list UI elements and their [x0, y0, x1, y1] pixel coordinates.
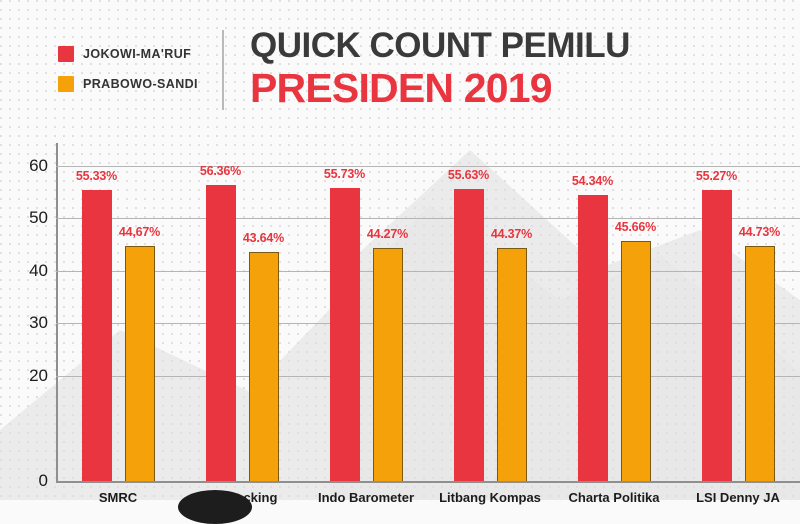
bar-group: 54.34% 45.66% Charta Politika [552, 155, 676, 505]
bar-group: 55.73% 44.27% Indo Barometer [304, 155, 428, 505]
bar-value-label: 45.66% [614, 219, 657, 234]
legend-item-jokowi: JOKOWI-MA'RUF [58, 46, 198, 62]
bar[interactable] [577, 195, 608, 481]
bars: 56.36% 43.64% [180, 155, 304, 481]
bar-value-label: 43.64% [242, 230, 285, 245]
x-axis-category-label: Charta Politika [568, 490, 660, 505]
plot-area: 0 20 30 40 50 60 55.33% 44,67% SMRC 56.36% 43.64%… [29, 143, 800, 506]
bar-wrapper: 55.63% [448, 168, 489, 481]
bar[interactable] [248, 251, 279, 481]
legend-swatch-red [58, 46, 74, 62]
bar[interactable] [205, 184, 236, 481]
bar[interactable] [453, 188, 484, 481]
legend-title-divider [222, 30, 224, 110]
bar-value-label: 44.73% [738, 224, 781, 239]
x-axis-category-label: LSI Denny JA [696, 490, 780, 505]
bar-group: 55.33% 44,67% SMRC [56, 155, 180, 505]
title-block: QUICK COUNT PEMILU PRESIDEN 2019 [250, 28, 630, 110]
bars: 55.63% 44.37% [428, 155, 552, 481]
bar-value-label: 44.27% [366, 227, 409, 242]
bars: 55.27% 44.73% [676, 155, 800, 481]
header: JOKOWI-MA'RUF PRABOWO-SANDI QUICK COUNT … [0, 0, 800, 128]
bar-value-label: 55.63% [447, 167, 490, 182]
bar-value-label: 44.37% [490, 226, 533, 241]
x-axis-category-label: Indo Barometer [317, 490, 415, 505]
bars: 55.33% 44,67% [56, 155, 180, 481]
bar-value-label: 56.36% [199, 163, 242, 178]
bar-wrapper: 55.73% [324, 167, 365, 481]
y-axis-tick-label: 40 [29, 260, 48, 280]
legend-swatch-orange [58, 76, 74, 92]
x-axis-line [56, 481, 800, 483]
y-axis-tick-label: 60 [29, 155, 48, 175]
legend-item-prabowo: PRABOWO-SANDI [58, 76, 198, 92]
chart-legend: JOKOWI-MA'RUF PRABOWO-SANDI [58, 46, 198, 106]
bars: 54.34% 45.66% [552, 155, 676, 481]
bar-wrapper: 56.36% [200, 164, 241, 481]
y-axis-tick-label: 20 [29, 365, 48, 385]
bar-wrapper: 45.66% [615, 220, 656, 481]
y-axis-tick-label: 0 [38, 471, 48, 490]
bar[interactable] [744, 245, 775, 481]
legend-label-jokowi: JOKOWI-MA'RUF [83, 47, 192, 61]
bar[interactable] [372, 248, 403, 481]
legend-label-prabowo: PRABOWO-SANDI [83, 77, 198, 91]
logo-watermark [178, 490, 252, 524]
bars: 55.73% 44.27% [304, 155, 428, 481]
bar-wrapper: 54.34% [572, 174, 613, 481]
bar-value-label: 55.73% [323, 166, 366, 181]
bar[interactable] [81, 190, 112, 481]
bar-value-label: 55.27% [695, 169, 738, 184]
bar-wrapper: 44.37% [491, 227, 532, 481]
y-axis-tick-label: 30 [29, 313, 48, 333]
bar-wrapper: 55.33% [76, 169, 117, 481]
bar-wrapper: 44.73% [739, 225, 780, 481]
page-subtitle: PRESIDEN 2019 [250, 64, 553, 111]
bar-value-label: 54.34% [571, 174, 614, 189]
bar-wrapper: 44.27% [367, 227, 408, 481]
bar-group: 55.63% 44.37% Litbang Kompas [428, 155, 552, 506]
bar-wrapper: 43.64% [243, 231, 284, 481]
bar-groups: 55.33%44,67%SMRC56.36%43.64%Poltracking5… [56, 155, 800, 506]
x-axis-category-label: SMRC [98, 490, 138, 505]
bar-wrapper: 55.27% [696, 169, 737, 481]
bar-wrapper: 44,67% [119, 225, 160, 481]
bar-group: 56.36%43.64%Poltracking [180, 155, 304, 505]
bar[interactable] [620, 240, 651, 481]
x-axis-category-label: Litbang Kompas [439, 490, 541, 505]
bar[interactable] [701, 190, 732, 481]
bar-value-label: 44,67% [118, 225, 161, 240]
y-axis-tick-label: 50 [29, 208, 48, 228]
bar[interactable] [496, 247, 527, 481]
bar-group: 55.27% 44.73% LSI Denny JA [676, 155, 800, 505]
page-title: QUICK COUNT PEMILU [250, 26, 630, 65]
bar-chart: 0 20 30 40 50 60 55.33% 44,67% SMRC 56.36% 43.64%… [0, 128, 800, 506]
bar[interactable] [329, 187, 360, 481]
bar[interactable] [124, 246, 155, 481]
bar-value-label: 55.33% [75, 169, 118, 184]
